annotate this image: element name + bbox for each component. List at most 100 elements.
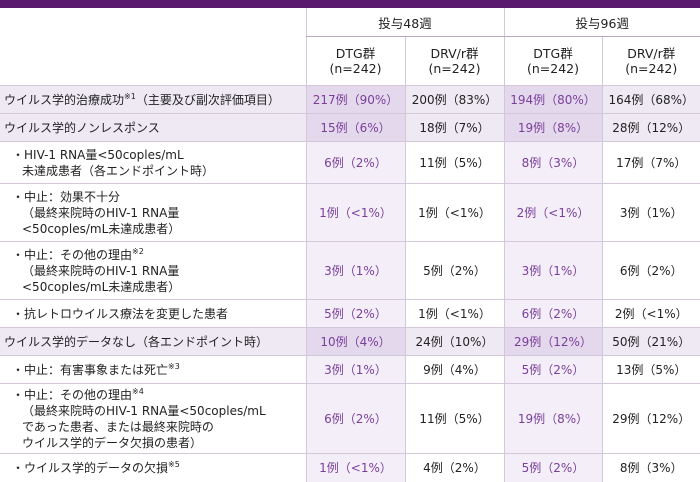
row-label: ・ウイルス学的データの欠損※5 bbox=[0, 453, 306, 482]
value-cell: 5例（2%） bbox=[503, 453, 602, 482]
value-cell: 15例（6%） bbox=[305, 113, 405, 142]
footnote-mark: ※1 bbox=[124, 91, 136, 101]
row-label-line: ・中止：有害事象または死亡※3 bbox=[12, 362, 306, 378]
top-accent-bar bbox=[0, 0, 700, 8]
row-label-text: 未達成患者（各エンドポイント時） bbox=[22, 163, 215, 178]
value-cell: 11例（5%） bbox=[404, 383, 504, 454]
value-cell: 4例（2%） bbox=[404, 453, 504, 482]
row-label: ウイルス学的治療成功※1（主要及び副次評価項目） bbox=[0, 85, 306, 114]
table-row: ・抗レトロウイルス療法を変更した患者 5例（2%） 1例（<1%） 6例（2%） 2例（… bbox=[0, 299, 700, 328]
arm-name: DRV/r群 bbox=[627, 46, 676, 61]
value-cell: 5例（2%） bbox=[503, 355, 602, 384]
header-blank bbox=[0, 8, 306, 37]
row-label-text: であった患者、または最終来院時の bbox=[22, 419, 214, 434]
row-label-text: ウイルス学的データ欠損の患者） bbox=[22, 435, 203, 450]
row-label-text: ・抗レトロウイルス療法を変更した患者 bbox=[12, 306, 229, 321]
header-week48: 投与48週 bbox=[305, 8, 504, 37]
value-cell: 3例（1%） bbox=[305, 241, 405, 300]
header-arm: DTG群 (n=242) bbox=[503, 36, 602, 86]
value-cell: 29例（12%） bbox=[503, 327, 602, 356]
arm-name: DRV/r群 bbox=[430, 46, 479, 61]
value-cell: 8例（3%） bbox=[601, 453, 700, 482]
value-cell: 6例（2%） bbox=[305, 141, 405, 184]
row-label-line: ウイルス学的治療成功※1（主要及び副次評価項目） bbox=[4, 92, 306, 108]
row-label-text: （最終来院時のHIV-1 RNA量 bbox=[22, 205, 180, 220]
header-arm: DRV/r群 (n=242) bbox=[601, 36, 700, 86]
table-row: ・中止：効果不十分 （最終来院時のHIV-1 RNA量 <50coples/mL未達… bbox=[0, 183, 700, 242]
table-row-major: ウイルス学的治療成功※1（主要及び副次評価項目） 217例（90%） 200例（83… bbox=[0, 85, 700, 114]
value-cell: 6例（2%） bbox=[503, 299, 602, 328]
table-row: ・中止：その他の理由※4 （最終来院時のHIV-1 RNA量<50coples/m… bbox=[0, 383, 700, 454]
arm-n: (n=242) bbox=[526, 61, 579, 76]
footnote-mark: ※5 bbox=[168, 459, 180, 469]
value-cell: 6例（2%） bbox=[305, 383, 405, 454]
row-label-line: <50coples/mL未達成患者） bbox=[12, 279, 306, 295]
table-row-major: ウイルス学的ノンレスポンス 15例（6%） 18例（7%） 19例（8%） 28例（12… bbox=[0, 113, 700, 142]
value-cell: 9例（4%） bbox=[404, 355, 504, 384]
value-cell: 5例（2%） bbox=[305, 299, 405, 328]
row-label-text: <50coples/mL未達成患者） bbox=[22, 221, 181, 236]
value-cell: 6例（2%） bbox=[601, 241, 700, 300]
header-arm-row: DTG群 (n=242) DRV/r群 (n=242) DTG群 (n=242) DR… bbox=[0, 36, 700, 86]
value-cell: 24例（10%） bbox=[404, 327, 504, 356]
row-label: ・中止：その他の理由※2 （最終来院時のHIV-1 RNA量 <50coples/m… bbox=[0, 241, 306, 300]
value-cell: 18例（7%） bbox=[404, 113, 504, 142]
footnote-mark: ※4 bbox=[132, 386, 144, 396]
value-cell: 3例（1%） bbox=[503, 241, 602, 300]
value-cell: 17例（7%） bbox=[601, 141, 700, 184]
value-cell: 1例（<1%） bbox=[404, 183, 504, 242]
footnote-mark: ※3 bbox=[168, 361, 180, 371]
row-label: ・HIV-1 RNA量<50coples/mL 未達成患者（各エンドポイント時） bbox=[0, 141, 306, 184]
table-row-major: ウイルス学的データなし（各エンドポイント時） 10例（4%） 24例（10%） 29例… bbox=[0, 327, 700, 356]
value-cell: 200例（83%） bbox=[404, 85, 504, 114]
arm-name: DTG群 bbox=[335, 46, 376, 61]
row-label-line: であった患者、または最終来院時の bbox=[12, 419, 306, 435]
row-label-line: <50coples/mL未達成患者） bbox=[12, 221, 306, 237]
row-label-line: ・中止：効果不十分 bbox=[12, 189, 306, 205]
results-table: 投与48週 投与96週 DTG群 (n=242) DRV/r群 (n=242) DT… bbox=[0, 8, 700, 482]
value-cell: 194例（80%） bbox=[503, 85, 602, 114]
value-cell: 50例（21%） bbox=[601, 327, 700, 356]
row-label-line: 未達成患者（各エンドポイント時） bbox=[12, 163, 306, 179]
row-label-line: ウイルス学的データ欠損の患者） bbox=[12, 435, 306, 451]
row-label-line: （最終来院時のHIV-1 RNA量 bbox=[12, 263, 306, 279]
row-label-text: ・中止：効果不十分 bbox=[12, 189, 121, 204]
row-label: ・中止：その他の理由※4 （最終来院時のHIV-1 RNA量<50coples/m… bbox=[0, 383, 306, 454]
header-arm: DRV/r群 (n=242) bbox=[404, 36, 504, 86]
value-cell: 1例（<1%） bbox=[305, 453, 405, 482]
row-label-line: ・ウイルス学的データの欠損※5 bbox=[12, 460, 306, 476]
row-label-text: ウイルス学的ノンレスポンス bbox=[4, 120, 160, 135]
value-cell: 1例（<1%） bbox=[305, 183, 405, 242]
row-label-suffix: （主要及び副次評価項目） bbox=[135, 92, 280, 107]
row-label-line: ・中止：その他の理由※4 bbox=[12, 387, 306, 403]
row-label: ・中止：効果不十分 （最終来院時のHIV-1 RNA量 <50coples/mL未達… bbox=[0, 183, 306, 242]
value-cell: 8例（3%） bbox=[503, 141, 602, 184]
value-cell: 13例（5%） bbox=[601, 355, 700, 384]
arm-n: (n=242) bbox=[428, 61, 481, 76]
value-cell: 164例（68%） bbox=[601, 85, 700, 114]
row-label: ウイルス学的データなし（各エンドポイント時） bbox=[0, 327, 306, 356]
row-label-text: ・中止：その他の理由 bbox=[12, 387, 133, 402]
value-cell: 3例（1%） bbox=[305, 355, 405, 384]
row-label-text: ・ウイルス学的データの欠損 bbox=[12, 460, 169, 475]
row-label: ウイルス学的ノンレスポンス bbox=[0, 113, 306, 142]
row-label-text: ウイルス学的データなし（各エンドポイント時） bbox=[4, 334, 269, 349]
row-label-text: ・中止：その他の理由 bbox=[12, 247, 133, 262]
row-label-text: （最終来院時のHIV-1 RNA量<50coples/mL bbox=[22, 403, 266, 418]
table-row: ・中止：有害事象または死亡※3 3例（1%） 9例（4%） 5例（2%） 13例（5%） bbox=[0, 355, 700, 384]
row-label: ・中止：有害事象または死亡※3 bbox=[0, 355, 306, 384]
row-label-line: ・中止：その他の理由※2 bbox=[12, 247, 306, 263]
value-cell: 3例（1%） bbox=[601, 183, 700, 242]
value-cell: 5例（2%） bbox=[404, 241, 504, 300]
value-cell: 19例（8%） bbox=[503, 113, 602, 142]
footnote-mark: ※2 bbox=[132, 246, 144, 256]
row-label-line: （最終来院時のHIV-1 RNA量<50coples/mL bbox=[12, 403, 306, 419]
row-label-text: ウイルス学的治療成功 bbox=[4, 92, 125, 107]
row-label-line: ・HIV-1 RNA量<50coples/mL bbox=[12, 147, 306, 163]
table-row: ・ウイルス学的データの欠損※5 1例（<1%） 4例（2%） 5例（2%） 8例（3%） bbox=[0, 453, 700, 482]
value-cell: 28例（12%） bbox=[601, 113, 700, 142]
value-cell: 2例（<1%） bbox=[601, 299, 700, 328]
row-label-text: ・HIV-1 RNA量<50coples/mL bbox=[12, 147, 184, 162]
arm-name: DTG群 bbox=[533, 46, 573, 61]
row-label-text: （最終来院時のHIV-1 RNA量 bbox=[22, 263, 180, 278]
